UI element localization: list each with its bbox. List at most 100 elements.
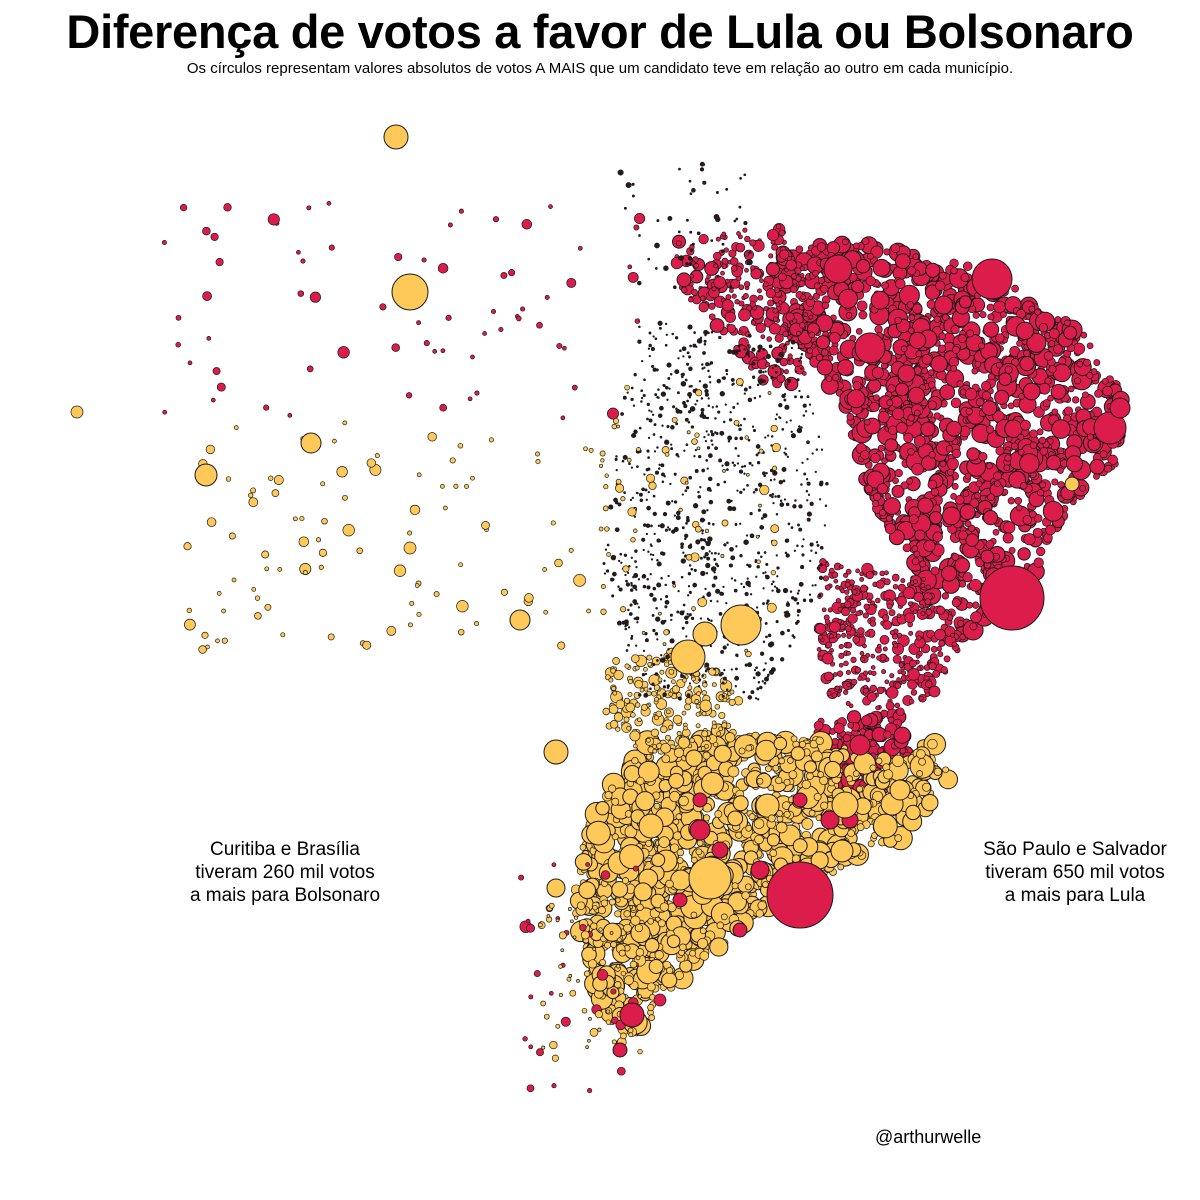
municipality-bubble [423,340,430,347]
municipality-bubble [678,795,689,807]
municipality-bubble [867,378,882,393]
municipality-bubble [688,355,692,359]
municipality-bubble [765,765,772,773]
municipality-bubble [785,312,795,322]
municipality-bubble [829,621,841,633]
municipality-bubble [812,269,819,277]
municipality-bubble [776,566,780,570]
municipality-bubble [686,362,690,366]
municipality-bubble [744,235,751,243]
municipality-bubble [627,264,633,270]
municipality-bubble [686,430,691,435]
municipality-bubble [865,275,876,286]
municipality-bubble [1022,515,1033,525]
municipality-bubble [212,367,221,376]
municipality-bubble [642,523,647,527]
municipality-bubble [917,497,934,514]
municipality-bubble [666,686,670,689]
municipality-bubble [627,643,630,647]
municipality-bubble [735,242,746,253]
municipality-bubble [729,546,734,552]
municipality-bubble [930,487,939,497]
municipality-bubble [342,524,355,537]
municipality-bubble [634,702,641,708]
municipality-bubble [669,638,675,644]
municipality-bubble [675,422,679,426]
municipality-bubble [679,943,687,952]
municipality-bubble [624,627,628,631]
municipality-bubble [673,747,684,758]
municipality-bubble [386,626,397,636]
municipality-bubble [409,504,421,516]
municipality-bubble [668,691,674,697]
municipality-bubble [938,271,947,280]
municipality-bubble [474,621,480,627]
municipality-bubble [611,797,620,806]
municipality-bubble [835,585,840,590]
municipality-bubble [897,364,916,383]
municipality-bubble [733,696,744,706]
municipality-bubble [708,375,712,379]
municipality-bubble [724,311,736,323]
municipality-bubble [648,331,652,335]
municipality-bubble [794,395,797,399]
municipality-bubble [1019,453,1040,474]
municipality-bubble [681,612,684,616]
municipality-bubble [683,725,688,731]
municipality-bubble [795,245,804,254]
municipality-bubble [699,486,702,489]
municipality-bubble [713,558,717,561]
municipality-bubble [993,300,1006,314]
municipality-bubble [636,491,639,495]
municipality-bubble [766,228,780,242]
municipality-bubble [772,307,779,314]
municipality-bubble [588,447,594,453]
municipality-bubble [815,448,819,451]
municipality-bubble [718,673,722,677]
municipality-bubble [665,595,669,599]
municipality-bubble [654,672,659,676]
municipality-bubble [1107,454,1118,466]
municipality-bubble [913,592,924,603]
municipality-bubble [841,607,850,617]
municipality-bubble [640,389,644,393]
municipality-bubble [175,341,181,348]
municipality-bubble [741,465,744,468]
municipality-bubble [745,744,753,752]
municipality-bubble [793,597,798,602]
municipality-bubble [802,403,807,408]
municipality-bubble [720,270,725,276]
municipality-bubble [744,663,748,667]
municipality-bubble [826,690,832,696]
municipality-bubble [673,500,678,504]
municipality-bubble [611,686,617,691]
municipality-bubble [759,525,765,530]
municipality-bubble [783,498,787,501]
municipality-bubble [566,277,577,288]
municipality-bubble [556,342,563,349]
municipality-bubble [721,263,727,270]
municipality-bubble [894,468,903,478]
municipality-bubble [676,731,682,736]
municipality-bubble [175,314,182,321]
municipality-bubble [912,253,920,260]
municipality-bubble [820,348,829,357]
municipality-bubble [611,833,619,841]
municipality-bubble [790,526,794,529]
municipality-bubble [801,817,814,830]
municipality-bubble [647,917,655,925]
municipality-bubble [635,616,640,621]
municipality-bubble [744,251,750,257]
municipality-bubble [440,348,446,354]
municipality-bubble [875,705,881,711]
municipality-bubble [915,350,923,358]
municipality-bubble [198,645,207,654]
municipality-bubble [482,331,487,336]
municipality-bubble [666,966,674,975]
municipality-bubble [799,305,805,311]
municipality-bubble [560,415,566,421]
municipality-bubble [621,459,625,463]
municipality-bubble [962,572,973,583]
municipality-bubble [685,522,688,525]
municipality-bubble [985,425,995,434]
